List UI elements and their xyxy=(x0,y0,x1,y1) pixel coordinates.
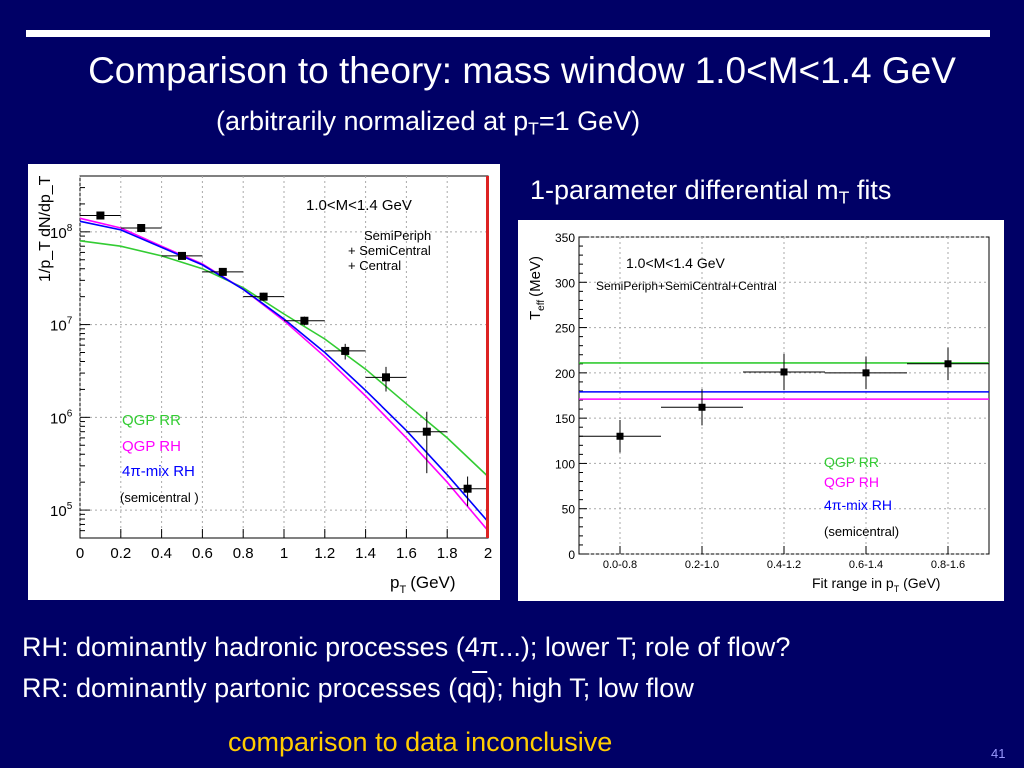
data-point xyxy=(218,267,227,276)
x-tick-label: 0.6 xyxy=(192,545,213,562)
x-tick-label: 1.4 xyxy=(355,545,376,562)
data-point xyxy=(698,403,706,411)
chart1-annotation-line1: SemiPeriph xyxy=(364,228,431,243)
y-tick-label: 0 xyxy=(568,548,575,562)
theory-curve-2 xyxy=(79,220,489,523)
y-tick-label: 107 xyxy=(50,316,73,335)
chart2-annotation: 1.0<M<1.4 GeV xyxy=(626,255,726,271)
chart2-legend-qgp-rh: QGP RH xyxy=(824,474,879,490)
chart1-x-axis-label: pT (GeV) xyxy=(390,573,456,596)
x-tick-label: 0.2 xyxy=(110,545,131,562)
x-tick-label: 0.8 xyxy=(233,545,254,562)
x-tick-label: 0 xyxy=(76,545,84,562)
chart2-legend-mix-rh: 4π-mix RH xyxy=(824,497,892,513)
data-point xyxy=(178,251,186,260)
x-tick-label: 0.4 xyxy=(151,545,172,562)
x-category-label: 0.0-0.8 xyxy=(603,559,637,571)
chart2-legend-note: (semicentral) xyxy=(824,524,899,539)
y-tick-label: 108 xyxy=(50,223,73,242)
slide-subtitle: (arbitrarily normalized at pT=1 GeV) xyxy=(216,106,641,139)
chart1-y-axis-label: 1/p_T dN/dp_T xyxy=(37,175,54,282)
conclusion-text: comparison to data inconclusive xyxy=(228,727,613,757)
y-tick-label: 350 xyxy=(555,231,575,245)
chart1-legend-qgp-rr: QGP RR xyxy=(122,412,181,429)
chart2-x-axis-label: Fit range in pT (GeV) xyxy=(812,575,940,594)
y-tick-label: 105 xyxy=(50,501,73,520)
x-category-label: 0.2-1.0 xyxy=(685,559,719,571)
y-tick-label: 300 xyxy=(555,276,575,290)
x-category-label: 0.6-1.4 xyxy=(849,559,883,571)
slide-title: Comparison to theory: mass window 1.0<M<… xyxy=(88,50,956,91)
data-point xyxy=(463,484,472,493)
chart1-legend-qgp-rh: QGP RH xyxy=(122,438,181,455)
bullet-rr: RR: dominantly partonic processes (qq); … xyxy=(22,673,694,703)
plot-right-edge-mark xyxy=(486,176,489,538)
chart2-legend-qgp-rr: QGP RR xyxy=(824,454,879,470)
data-point xyxy=(944,360,952,368)
data-point xyxy=(780,368,788,376)
y-tick-label: 100 xyxy=(555,457,575,471)
x-category-label: 0.8-1.6 xyxy=(931,559,965,571)
chart2-annotation-line2: SemiPeriph+SemiCentral+Central xyxy=(596,279,777,293)
chart1-legend-mix-rh: 4π-mix RH xyxy=(122,463,195,480)
chart2-y-axis-label: Teff(MeV) xyxy=(527,256,547,320)
teff-chart-panel: 0 50 100 150 200 250 300 350 0.0-0.8 0.2-1.0 0.4-… xyxy=(518,220,1004,601)
x-category-label: 0.4-1.2 xyxy=(767,559,801,571)
fits-panel-title: 1-parameter differential mT fits xyxy=(530,175,892,208)
spectrum-chart-panel: 0 0.2 0.4 0.6 0.8 1 1.2 1.4 1.6 1.8 2 105 106 107 108… xyxy=(28,164,500,600)
data-point xyxy=(137,224,146,233)
chart1-annotation: 1.0<M<1.4 GeV xyxy=(306,197,412,214)
data-point xyxy=(616,432,624,440)
x-tick-label: 1 xyxy=(280,545,288,562)
y-tick-label: 200 xyxy=(555,367,575,381)
chart1-annotation-line3: + Central xyxy=(348,258,401,273)
data-point xyxy=(862,369,870,377)
y-tick-label: 250 xyxy=(555,322,575,336)
top-divider-bar xyxy=(26,30,990,37)
spectrum-chart: 0 0.2 0.4 0.6 0.8 1 1.2 1.4 1.6 1.8 2 105 106 107 108… xyxy=(37,175,492,596)
data-point xyxy=(382,373,390,382)
page-number: 41 xyxy=(991,746,1006,761)
data-point xyxy=(96,211,105,220)
y-tick-label: 150 xyxy=(555,412,575,426)
x-tick-label: 1.6 xyxy=(396,545,417,562)
y-tick-label: 106 xyxy=(50,408,73,427)
data-point xyxy=(259,292,268,301)
chart1-annotation-line2: + SemiCentral xyxy=(348,243,431,258)
theory-curve-0 xyxy=(79,240,489,478)
x-tick-label: 2 xyxy=(484,545,492,562)
y-tick-label: 50 xyxy=(562,503,576,517)
teff-chart: 0 50 100 150 200 250 300 350 0.0-0.8 0.2-1.0 0.4-… xyxy=(527,231,990,594)
x-tick-label: 1.8 xyxy=(437,545,458,562)
data-point xyxy=(341,346,350,355)
data-point xyxy=(422,427,431,436)
data-point xyxy=(300,316,309,325)
x-tick-label: 1.2 xyxy=(314,545,335,562)
chart1-legend-note: (semicentral ) xyxy=(120,490,199,505)
theory-curve-1 xyxy=(79,217,489,532)
bullet-rh: RH: dominantly hadronic processes (4π...… xyxy=(22,632,791,662)
